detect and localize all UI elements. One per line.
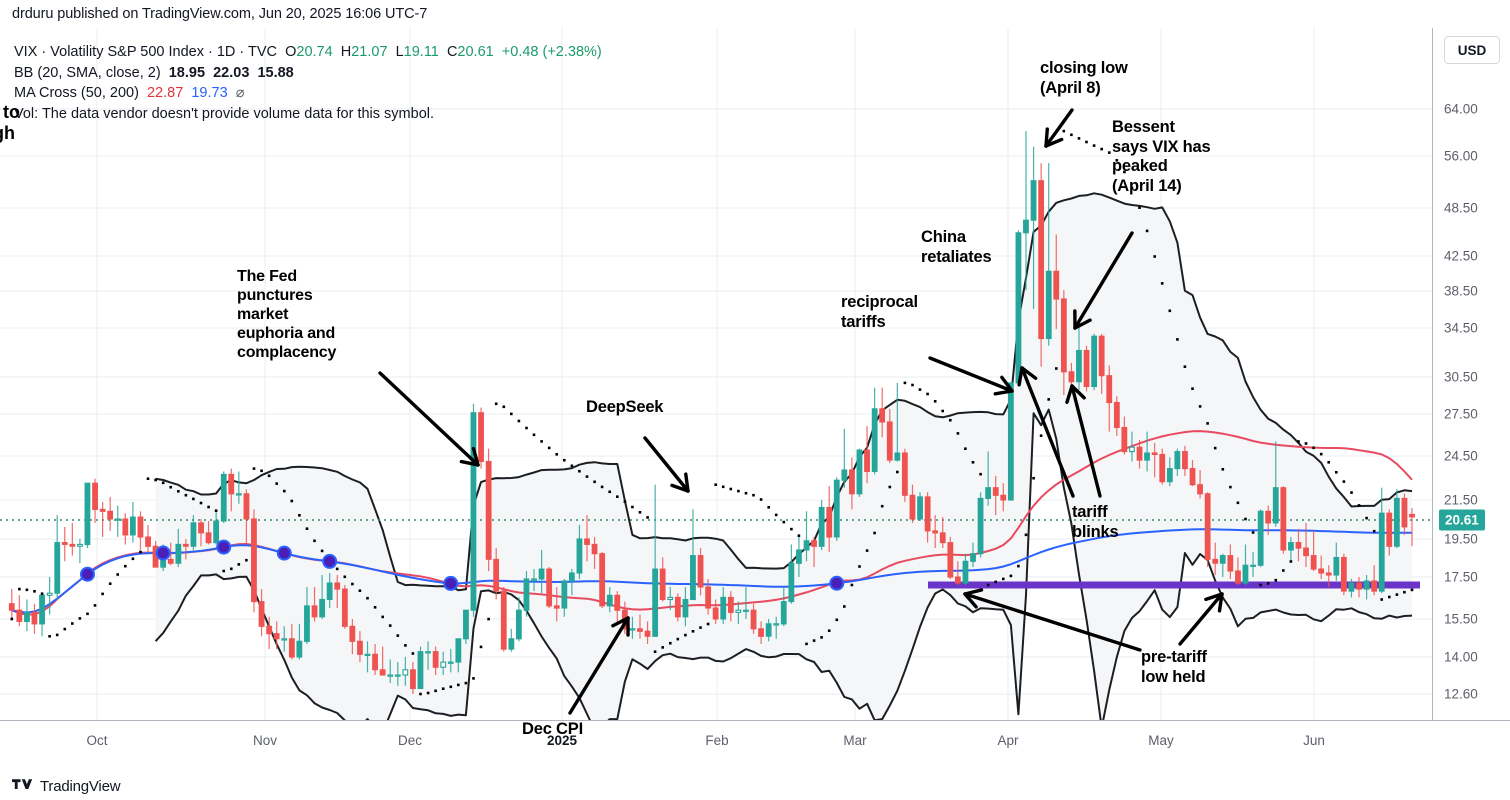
tariff-blinks-arrow-1: [1020, 366, 1075, 498]
time-tick-jun: Jun: [1303, 733, 1325, 748]
annotation-dec-cpi: Dec CPI: [522, 720, 583, 738]
time-tick-apr: Apr: [997, 733, 1019, 748]
time-tick-feb: Feb: [705, 733, 729, 748]
fed-arrow: [378, 371, 480, 467]
tradingview-logo[interactable]: TradingView: [12, 777, 121, 795]
clipped-annotation-line2: igh: [0, 123, 15, 143]
footer-bar: TradingView: [0, 772, 1510, 800]
price-tick-13: 14.00: [1444, 649, 1478, 665]
ma-cross-markers: [79, 539, 845, 591]
sma-200-line: [11, 528, 1413, 614]
time-tick-2025: 2025: [546, 733, 578, 748]
time-tick-dec: Dec: [397, 733, 423, 748]
time-tick-may: May: [1148, 733, 1174, 748]
chart-frame: VIX · Volatility S&P 500 Index · 1D · TV…: [0, 28, 1510, 772]
price-chart-svg: [0, 28, 1432, 720]
publisher-text: drduru published on TradingView.com, Jun…: [12, 6, 428, 22]
bollinger-band-fill: [155, 193, 1412, 720]
price-tick-8: 24.50: [1444, 448, 1478, 464]
currency-badge: USD: [1444, 36, 1500, 64]
pre-tariff-arrow-1: [963, 592, 1142, 652]
time-tick-mar: Mar: [843, 733, 867, 748]
tradingview-wordmark: TradingView: [40, 777, 121, 795]
annotation-china-retaliates: China retaliates: [921, 228, 992, 266]
price-tick-4: 38.50: [1444, 283, 1478, 299]
annotation-bessent-peaked: Bessent says VIX has peaked (April 14): [1112, 118, 1211, 195]
annotation-reciprocal-tariffs: reciprocal tariffs: [841, 293, 918, 331]
publisher-bar: drduru published on TradingView.com, Jun…: [0, 0, 1510, 29]
price-tick-0: 64.00: [1444, 101, 1478, 117]
price-tick-14: 12.60: [1444, 686, 1478, 702]
price-tick-7: 27.50: [1444, 406, 1478, 422]
price-tick-9: 21.50: [1444, 492, 1478, 508]
dec-cpi-arrow: [568, 616, 630, 715]
current-price-label: 20.61: [1439, 509, 1485, 531]
bessent-arrow: [1073, 231, 1134, 330]
pre-tariff-arrow-2: [1178, 592, 1224, 646]
annotation-tariff-blinks: tariff blinks: [1072, 503, 1119, 541]
clipped-annotation-line1: e to: [0, 102, 21, 122]
price-axis[interactable]: USD 64.00 56.00 48.50 42.50 38.50 34.50 30.50 2…: [1432, 28, 1510, 742]
price-tick-3: 42.50: [1444, 248, 1478, 264]
time-tick-nov: Nov: [252, 733, 278, 748]
annotation-closing-low: closing low (April 8): [1040, 59, 1128, 97]
annotation-arrows: [378, 108, 1224, 715]
bollinger-lower-line: [154, 408, 1413, 720]
bollinger-upper-line: [155, 192, 1413, 592]
price-tick-11: 17.50: [1444, 569, 1478, 585]
tariff-blinks-arrow-2: [1070, 384, 1102, 498]
parabolic-sar-dots: [10, 129, 1414, 696]
reciprocal-arrow: [928, 356, 1014, 393]
price-tick-5: 34.50: [1444, 320, 1478, 336]
price-tick-6: 30.50: [1444, 369, 1478, 385]
annotation-pre-tariff-low-held: pre-tariff low held: [1141, 648, 1207, 686]
annotation-deepseek: DeepSeek: [586, 398, 664, 416]
sma-50-line: [11, 430, 1413, 616]
deepseek-arrow: [643, 436, 690, 493]
price-tick-12: 15.50: [1444, 611, 1478, 627]
closing-low-arrow: [1044, 108, 1074, 148]
clipped-annotation: e to igh: [0, 102, 20, 144]
time-axis[interactable]: Oct Nov Dec 2025 Feb Mar Apr May Jun: [0, 720, 1510, 761]
tradingview-mark-icon: [12, 779, 33, 790]
chart-pane[interactable]: [0, 28, 1432, 720]
time-tick-oct: Oct: [86, 733, 108, 748]
price-tick-2: 48.50: [1444, 200, 1478, 216]
candle-series: [8, 131, 1415, 694]
annotation-fed-punctures: The Fed punctures market euphoria and co…: [237, 268, 337, 362]
price-tick-10: 19.50: [1444, 531, 1478, 547]
price-tick-1: 56.00: [1444, 148, 1478, 164]
